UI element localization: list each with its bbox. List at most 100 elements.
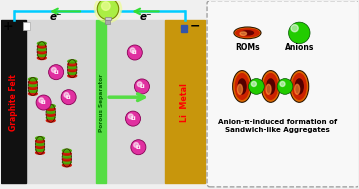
Ellipse shape bbox=[62, 158, 71, 161]
Text: −: − bbox=[190, 20, 200, 33]
Circle shape bbox=[289, 22, 310, 44]
Text: Anion-π-induced formation of
Sandwich-like Aggregates: Anion-π-induced formation of Sandwich-li… bbox=[218, 119, 337, 133]
Ellipse shape bbox=[293, 74, 306, 99]
Bar bbox=[23, 22, 30, 30]
Text: Li  Metal: Li Metal bbox=[180, 83, 189, 122]
Ellipse shape bbox=[36, 145, 45, 148]
Bar bbox=[181, 25, 187, 27]
Bar bbox=[106, 20, 165, 183]
Ellipse shape bbox=[37, 51, 46, 54]
Ellipse shape bbox=[68, 71, 76, 74]
Circle shape bbox=[137, 82, 142, 87]
Ellipse shape bbox=[28, 81, 37, 84]
Bar bbox=[181, 27, 187, 29]
Ellipse shape bbox=[234, 27, 261, 39]
Ellipse shape bbox=[68, 68, 76, 72]
Circle shape bbox=[97, 0, 119, 20]
Circle shape bbox=[51, 67, 56, 72]
Circle shape bbox=[61, 90, 76, 105]
Ellipse shape bbox=[36, 139, 45, 143]
Bar bbox=[105, 17, 111, 20]
Circle shape bbox=[36, 95, 51, 110]
Ellipse shape bbox=[28, 86, 37, 89]
Ellipse shape bbox=[46, 105, 55, 108]
Text: Li: Li bbox=[66, 95, 71, 100]
Bar bbox=[106, 20, 111, 24]
Ellipse shape bbox=[46, 107, 55, 111]
Ellipse shape bbox=[46, 113, 55, 116]
Text: Li: Li bbox=[41, 100, 46, 105]
Text: Graphite Felt: Graphite Felt bbox=[9, 74, 18, 131]
Ellipse shape bbox=[62, 155, 71, 158]
Text: Li: Li bbox=[135, 145, 141, 150]
Ellipse shape bbox=[37, 48, 46, 51]
Ellipse shape bbox=[238, 79, 246, 94]
Ellipse shape bbox=[28, 83, 37, 87]
Ellipse shape bbox=[264, 74, 278, 99]
Circle shape bbox=[39, 98, 44, 103]
Ellipse shape bbox=[295, 79, 303, 94]
Ellipse shape bbox=[36, 137, 45, 140]
Circle shape bbox=[129, 114, 133, 119]
Bar bbox=[181, 30, 187, 32]
Ellipse shape bbox=[46, 110, 55, 113]
Circle shape bbox=[102, 2, 110, 10]
Ellipse shape bbox=[233, 71, 251, 102]
Ellipse shape bbox=[236, 29, 259, 37]
Ellipse shape bbox=[37, 42, 46, 45]
Bar bbox=[96, 20, 106, 183]
Bar bbox=[165, 20, 205, 183]
Ellipse shape bbox=[68, 74, 76, 77]
Text: Li: Li bbox=[132, 50, 137, 55]
Text: e⁻: e⁻ bbox=[50, 12, 62, 22]
Text: Porous Separator: Porous Separator bbox=[99, 73, 104, 132]
Circle shape bbox=[131, 140, 146, 155]
Ellipse shape bbox=[237, 84, 242, 94]
Ellipse shape bbox=[68, 66, 76, 69]
Ellipse shape bbox=[267, 79, 275, 94]
Ellipse shape bbox=[291, 72, 308, 101]
Text: e⁻: e⁻ bbox=[139, 12, 152, 22]
Ellipse shape bbox=[37, 53, 46, 57]
Ellipse shape bbox=[266, 84, 271, 94]
Ellipse shape bbox=[235, 28, 260, 37]
Ellipse shape bbox=[241, 31, 253, 35]
Ellipse shape bbox=[234, 72, 250, 101]
Circle shape bbox=[64, 93, 69, 97]
Ellipse shape bbox=[37, 56, 46, 60]
Circle shape bbox=[134, 79, 149, 94]
Text: Anions: Anions bbox=[285, 43, 314, 52]
Circle shape bbox=[134, 143, 139, 147]
Ellipse shape bbox=[46, 116, 55, 119]
FancyBboxPatch shape bbox=[207, 1, 359, 187]
Ellipse shape bbox=[28, 92, 37, 95]
Text: +: + bbox=[3, 20, 13, 33]
Ellipse shape bbox=[37, 45, 46, 48]
Ellipse shape bbox=[68, 60, 76, 63]
Ellipse shape bbox=[62, 161, 71, 164]
Circle shape bbox=[251, 81, 256, 86]
Ellipse shape bbox=[62, 163, 71, 167]
Text: Li: Li bbox=[53, 70, 59, 75]
Ellipse shape bbox=[240, 32, 247, 35]
Circle shape bbox=[94, 0, 122, 22]
Ellipse shape bbox=[62, 152, 71, 155]
Ellipse shape bbox=[68, 63, 76, 66]
Circle shape bbox=[291, 25, 298, 32]
Ellipse shape bbox=[261, 71, 280, 102]
Ellipse shape bbox=[262, 72, 279, 101]
Circle shape bbox=[126, 111, 140, 126]
Ellipse shape bbox=[28, 89, 37, 92]
Circle shape bbox=[130, 48, 135, 53]
Ellipse shape bbox=[46, 119, 55, 122]
Bar bbox=[1, 20, 27, 183]
Circle shape bbox=[127, 45, 142, 60]
Ellipse shape bbox=[28, 78, 37, 81]
Bar bbox=[27, 20, 96, 183]
Ellipse shape bbox=[290, 71, 309, 102]
Text: ROMs: ROMs bbox=[235, 43, 260, 52]
Circle shape bbox=[277, 79, 293, 94]
Circle shape bbox=[280, 81, 285, 86]
Circle shape bbox=[48, 65, 64, 80]
Ellipse shape bbox=[36, 151, 45, 154]
